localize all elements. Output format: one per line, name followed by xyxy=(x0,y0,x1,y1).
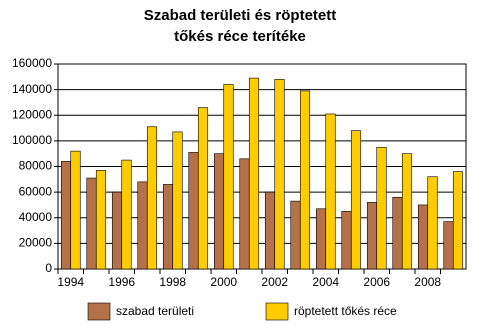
bar xyxy=(60,161,72,270)
x-tick-label: 1998 xyxy=(159,275,186,289)
y-tick-label: 60000 xyxy=(19,184,53,198)
legend-swatch xyxy=(87,302,111,321)
bar xyxy=(376,146,387,270)
x-tick-label: 1996 xyxy=(108,275,135,289)
bar xyxy=(239,158,250,270)
legend-label: röptetett tőkés réce xyxy=(294,304,397,318)
bar xyxy=(188,152,199,270)
bar xyxy=(172,131,183,270)
bar xyxy=(197,107,209,270)
bar xyxy=(452,171,464,270)
y-tick-label: 100000 xyxy=(12,133,52,147)
bar xyxy=(162,184,174,270)
y-tick-label: 20000 xyxy=(19,236,53,250)
y-tick-label: 0 xyxy=(45,261,52,275)
bar xyxy=(264,191,276,270)
bar xyxy=(325,113,336,270)
bar xyxy=(315,208,327,270)
bar xyxy=(401,153,413,270)
legend-swatch xyxy=(265,302,289,321)
bar xyxy=(86,177,97,270)
bar xyxy=(392,196,403,270)
bar xyxy=(427,176,438,270)
y-tick-label: 40000 xyxy=(19,210,53,224)
bar xyxy=(95,170,107,270)
bar xyxy=(137,181,148,270)
x-tick-label: 2000 xyxy=(210,275,237,289)
bar xyxy=(274,79,285,270)
bar xyxy=(366,202,378,270)
bar xyxy=(443,221,454,270)
bar xyxy=(299,90,311,270)
x-tick-label: 2004 xyxy=(312,275,339,289)
bar xyxy=(417,204,429,270)
y-tick-label: 120000 xyxy=(12,107,52,121)
bar xyxy=(341,211,352,270)
x-tick-label: 1994 xyxy=(57,275,84,289)
bar xyxy=(70,150,81,270)
x-tick-label: 2008 xyxy=(414,275,441,289)
x-tick-label: 2002 xyxy=(261,275,288,289)
x-tick-label: 2006 xyxy=(363,275,390,289)
chart-title: tőkés réce terítéke xyxy=(174,28,306,45)
y-tick-label: 160000 xyxy=(12,56,52,70)
bar xyxy=(213,153,225,270)
bar xyxy=(248,77,260,270)
y-tick-label: 80000 xyxy=(19,159,53,173)
bar xyxy=(290,200,301,270)
bar xyxy=(146,126,158,270)
bar xyxy=(121,159,132,270)
bar xyxy=(223,84,234,270)
legend-label: szabad területi xyxy=(116,304,194,318)
bar xyxy=(350,130,362,270)
y-tick-label: 140000 xyxy=(12,82,52,96)
chart-title: Szabad területi és röptetett xyxy=(144,7,337,24)
bar xyxy=(111,191,123,270)
